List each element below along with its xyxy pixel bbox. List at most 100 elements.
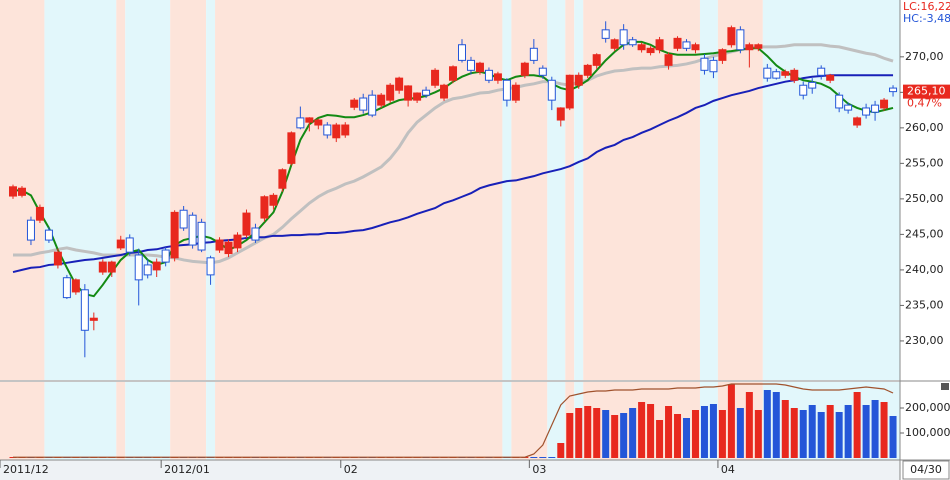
volume-bar	[665, 406, 673, 458]
volume-bar	[620, 413, 628, 458]
volume-bar	[745, 392, 753, 458]
candle-body	[790, 69, 799, 81]
candle-body	[619, 29, 628, 46]
volume-tick-label: 100,000	[905, 426, 950, 439]
candle-body	[844, 104, 853, 111]
candle-body	[386, 84, 395, 101]
candle-body	[853, 117, 862, 126]
volume-bar	[718, 410, 726, 458]
candle-body	[260, 196, 269, 219]
shading-band	[44, 0, 117, 380]
volume-bar	[611, 415, 619, 458]
candle-body	[673, 37, 682, 49]
volume-bar	[880, 402, 888, 458]
candle-body	[763, 67, 772, 79]
candle-body	[565, 74, 574, 109]
candle-body	[188, 214, 197, 246]
candle-body	[772, 71, 781, 79]
candle-body	[359, 97, 368, 111]
candle-body	[53, 251, 62, 266]
y-tick-label: 250,00	[905, 192, 944, 205]
candle-body	[484, 69, 493, 81]
candle-body	[71, 279, 80, 293]
shading-band	[44, 382, 117, 460]
candle-body	[224, 241, 233, 255]
shading-band	[762, 0, 900, 380]
candle-body	[682, 41, 691, 49]
candle-body	[134, 254, 143, 281]
last-date: 04/30	[910, 463, 942, 476]
volume-bar	[826, 405, 834, 458]
candle-body	[197, 221, 206, 251]
shading-band	[547, 382, 566, 460]
shading-band	[583, 0, 700, 380]
candle-body	[89, 317, 98, 321]
candle-body	[520, 62, 529, 76]
candle-body	[655, 39, 664, 51]
volume-bar	[683, 418, 690, 458]
candle-body	[808, 81, 817, 89]
volume-bar	[593, 408, 601, 458]
volume-bar	[530, 457, 538, 458]
candle-body	[350, 99, 359, 108]
candle-body	[80, 289, 89, 331]
candle-body	[556, 107, 565, 121]
candle-body	[700, 57, 709, 71]
lc-label: LC:16,22	[903, 0, 950, 13]
candle-body	[170, 211, 179, 259]
y-tick-label: 235,00	[905, 298, 944, 311]
candle-body	[781, 71, 790, 76]
volume-bar	[808, 405, 816, 458]
volume-bar	[539, 457, 547, 458]
candle-body	[493, 73, 502, 81]
y-tick-label: 230,00	[905, 334, 944, 347]
shading-band	[206, 0, 216, 380]
candle-body	[215, 239, 224, 251]
candle-body	[332, 124, 341, 139]
shading-band	[125, 0, 171, 380]
volume-bar	[548, 457, 556, 458]
shading-band	[511, 0, 548, 380]
candle-body	[880, 99, 889, 109]
candle-body	[116, 239, 125, 249]
candle-body	[745, 44, 754, 51]
volume-bar	[889, 416, 897, 458]
candle-body	[107, 261, 116, 273]
volume-bar	[727, 384, 735, 458]
hc-label: HC:-3,48	[903, 12, 950, 25]
last-date-box	[902, 460, 950, 480]
candle-body	[601, 29, 610, 39]
volume-bar	[799, 410, 807, 458]
volume-average-line	[13, 383, 894, 458]
candle-body	[736, 29, 745, 51]
candle-body	[17, 187, 26, 196]
candle-body	[538, 67, 547, 76]
candle-body	[143, 264, 152, 276]
shading-band	[170, 0, 207, 380]
volume-bar	[584, 406, 592, 458]
volume-bar	[566, 413, 574, 458]
volume-bar	[656, 420, 664, 458]
candle-body	[35, 206, 44, 221]
candle-body	[547, 79, 556, 101]
shading-band	[699, 0, 718, 380]
shading-band	[215, 0, 503, 380]
x-tick-label: 03	[532, 463, 546, 476]
volume-bar	[709, 404, 717, 458]
shading-band	[116, 382, 126, 460]
y-tick-label: 245,00	[905, 227, 944, 240]
shading-band	[717, 0, 763, 380]
volume-bar	[862, 405, 870, 458]
candle-body	[709, 59, 718, 73]
volume-bar	[853, 392, 861, 458]
shading-band	[502, 382, 512, 460]
candle-body	[296, 117, 305, 129]
candle-body	[637, 44, 646, 51]
candle-body	[574, 74, 583, 86]
candle-body	[314, 119, 323, 126]
volume-bar	[817, 412, 825, 458]
candle-body	[889, 87, 898, 93]
candle-body	[862, 107, 871, 116]
volume-bar	[763, 390, 771, 458]
